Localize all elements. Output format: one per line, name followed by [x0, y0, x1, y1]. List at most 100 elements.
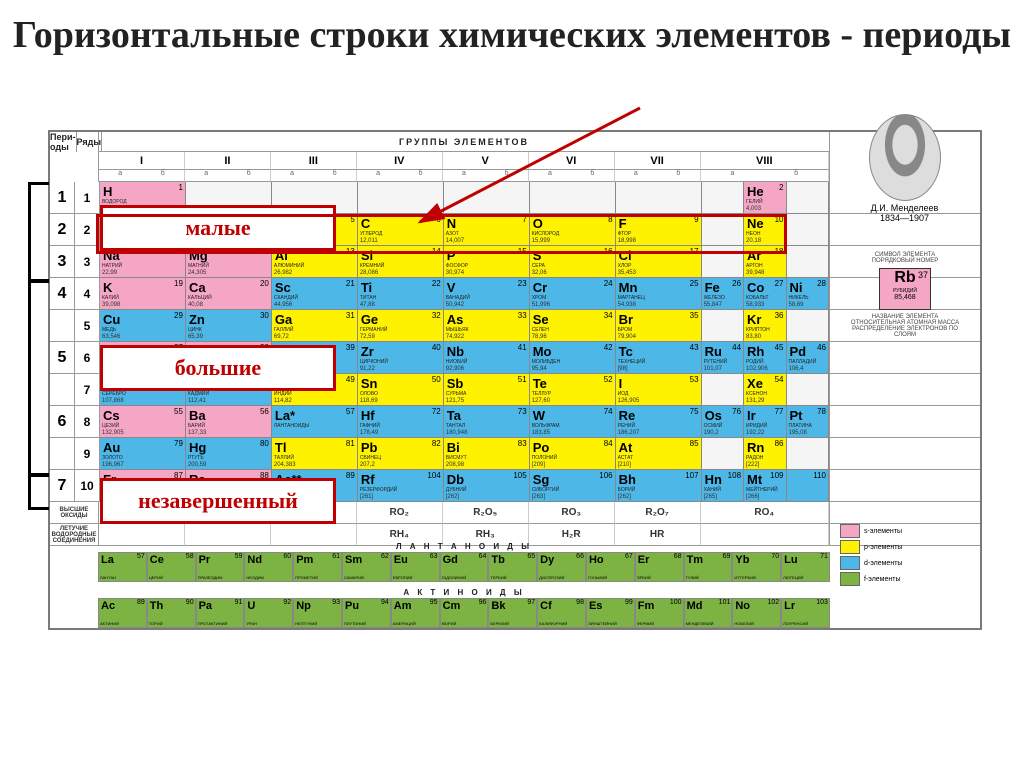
bracket-big	[28, 280, 49, 476]
element-cell: Gd64ГАДОЛИНИЙ	[440, 552, 489, 582]
label-unfinished: незавершенный	[100, 478, 336, 524]
element-cell: Ta73ТАНТАЛ180,948	[444, 406, 530, 438]
element-cell: Lu71ЛЮТЕЦИЙ	[781, 552, 830, 582]
element-cell: Po84ПОЛОНИЙ[209]	[530, 438, 616, 470]
element-cell: Ac89АКТИНИЙ	[98, 598, 147, 628]
header-groups-title: ГРУППЫ ЭЛЕМЕНТОВ	[99, 132, 829, 152]
element-cell: Sb51СУРЬМА121,75	[444, 374, 530, 406]
element-cell	[702, 246, 744, 278]
portrait-name: Д.И. Менделеев	[857, 203, 952, 213]
portrait-image	[869, 114, 941, 201]
element-cell: Tm69ТУЛИЙ	[684, 552, 733, 582]
label-big: большие	[100, 345, 336, 391]
element-cell: Fm100ФЕРМИЙ	[635, 598, 684, 628]
element-cell: Co27КОБАЛЬТ58,933	[744, 278, 786, 310]
element-cell: I53ИОД126,905	[616, 374, 702, 406]
element-cell: Bi83ВИСМУТ208,98	[444, 438, 530, 470]
element-cell: Md101МЕНДЕЛЕВИЙ	[684, 598, 733, 628]
portrait-years: 1834—1907	[857, 213, 952, 223]
element-cell: Si14КРЕМНИЙ28,086	[358, 246, 444, 278]
element-cell: Bk97БЕРКЛИЙ	[488, 598, 537, 628]
element-cell: V23ВАНАДИЙ50,942	[444, 278, 530, 310]
period-row: 9Au79ЗОЛОТО196,967Hg80РТУТЬ200,59Tl81ТАЛ…	[50, 438, 980, 470]
element-cell: Sc21СКАНДИЙ44,956	[272, 278, 358, 310]
element-cell: Lr103ЛОУРЕНСИЙ	[781, 598, 830, 628]
element-cell: Tc43ТЕХНЕЦИЙ[98]	[616, 342, 702, 374]
element-cell: Th90ТОРИЙ	[147, 598, 196, 628]
element-cell: Ti22ТИТАН47,88	[358, 278, 444, 310]
element-cell	[787, 438, 829, 470]
element-cell: Cu29МЕДЬ63,546	[100, 310, 186, 342]
element-cell	[530, 182, 616, 214]
element-cell: La*57ЛАНТАНОИДЫ	[272, 406, 358, 438]
element-cell: P15ФОСФОР30,974	[444, 246, 530, 278]
slide: Горизонтальные строки химических элемент…	[0, 0, 1024, 768]
element-cell: Mt109МЕЙТНЕРИЙ[266]	[744, 470, 786, 502]
element-cell	[702, 438, 744, 470]
element-cell: He2ГЕЛИЙ4,003	[744, 182, 786, 214]
element-cell	[444, 182, 530, 214]
element-cell: Np93НЕПТУНИЙ	[293, 598, 342, 628]
period-row: 5Cu29МЕДЬ63,546Zn30ЦИНК65,39Ga31ГАЛЛИЙ69…	[50, 310, 980, 342]
element-cell: Sg106СИБОРГИЙ[263]	[530, 470, 616, 502]
group-numbers: IIIIIIIVVVIVIIVIII	[50, 152, 980, 170]
element-cell: Nd60НЕОДИМ	[244, 552, 293, 582]
element-cell	[616, 182, 702, 214]
element-cell: Kr36КРИПТОН83,80	[744, 310, 786, 342]
slide-title: Горизонтальные строки химических элемент…	[0, 0, 1024, 64]
element-cell: Os76ОСМИЙ190,2	[702, 406, 744, 438]
element-cell: Zn30ЦИНК65,39	[186, 310, 272, 342]
element-cell: O8КИСЛОРОД15,999	[530, 214, 616, 246]
element-cell	[787, 182, 829, 214]
legend-item: d-элементы	[840, 556, 970, 570]
element-cell	[702, 310, 744, 342]
element-cell: Hf72ГАФНИЙ178,49	[358, 406, 444, 438]
element-cell: Rf104РЕЗЕРФОРДИЙ[261]	[358, 470, 444, 502]
period-row: 68Cs55ЦЕЗИЙ132,905Ba56БАРИЙ137,33La*57ЛА…	[50, 406, 980, 438]
period-row: 44K19КАЛИЙ39,098Ca20КАЛЬЦИЙ40,08Sc21СКАН…	[50, 278, 980, 310]
table-header: Пери- одыРяды ГРУППЫ ЭЛЕМЕНТОВ www.calc.…	[50, 132, 980, 152]
element-cell	[787, 214, 829, 246]
label-small: малые	[100, 205, 336, 251]
element-cell: U92УРАН	[244, 598, 293, 628]
element-cell: F9ФТОР18,998	[616, 214, 702, 246]
element-cell: As33МЫШЬЯК74,922	[444, 310, 530, 342]
element-cell: Cs55ЦЕЗИЙ132,905	[100, 406, 186, 438]
element-cell: Ir77ИРИДИЙ192,22	[744, 406, 786, 438]
element-cell: Es99ЭЙНШТЕЙНИЙ	[586, 598, 635, 628]
element-cell: Nb41НИОБИЙ92,906	[444, 342, 530, 374]
element-cell: Br35БРОМ79,904	[616, 310, 702, 342]
element-cell: Mo42МОЛИБДЕН95,94	[530, 342, 616, 374]
element-cell: Pb82СВИНЕЦ207,2	[358, 438, 444, 470]
element-cell: Eu63ЕВРОПИЙ	[391, 552, 440, 582]
element-cell: Ho67ГОЛЬМИЙ	[586, 552, 635, 582]
bracket-small	[28, 182, 49, 282]
element-cell: K19КАЛИЙ39,098	[100, 278, 186, 310]
element-cell: Fe26ЖЕЛЕЗО55,847	[702, 278, 744, 310]
element-cell: Se34СЕЛЕН78,96	[530, 310, 616, 342]
element-cell: Rn86РАДОН[222]	[744, 438, 786, 470]
element-cell	[787, 310, 829, 342]
element-cell: Sm62САМАРИЙ	[342, 552, 391, 582]
element-cell	[702, 374, 744, 406]
element-cell: Ge32ГЕРМАНИЙ72,59	[358, 310, 444, 342]
element-cell: Pd46ПАЛЛАДИЙ106,4	[787, 342, 829, 374]
element-cell: Hn108ХАНИЙ[265]	[702, 470, 744, 502]
element-cell: Ru44РУТЕНИЙ101,07	[702, 342, 744, 374]
element-cell: Cl17ХЛОР35,453	[616, 246, 702, 278]
header-periods: Пери- оды	[50, 132, 77, 152]
bracket-unfinished	[28, 474, 49, 510]
element-cell: Tb65ТЕРБИЙ	[488, 552, 537, 582]
element-cell	[702, 214, 744, 246]
element-cell: Cr24ХРОМ51,996	[530, 278, 616, 310]
element-example: СИМВОЛ ЭЛЕМЕНТА ПОРЯДКОВЫЙ НОМЕР Rb 37 Р…	[850, 252, 960, 338]
element-cell: Bh107БОРИЙ[262]	[616, 470, 702, 502]
element-cell: Te52ТЕЛЛУР127,60	[530, 374, 616, 406]
element-cell: S16СЕРА32,06	[530, 246, 616, 278]
element-cell: Pa91ПРОТАКТИНИЙ	[196, 598, 245, 628]
element-cell: Ga31ГАЛЛИЙ69,72	[272, 310, 358, 342]
element-cell	[702, 182, 744, 214]
legend: s-элементыp-элементыd-элементыf-элементы	[840, 522, 970, 588]
element-cell	[787, 374, 829, 406]
element-cell: Pt78ПЛАТИНА195,08	[787, 406, 829, 438]
